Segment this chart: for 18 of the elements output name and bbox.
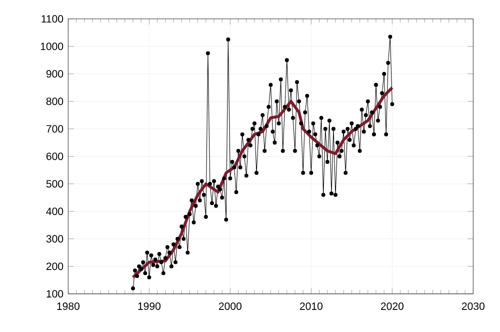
y-tick-label: 400 (46, 208, 64, 216)
y-tick-label: 200 (46, 262, 64, 270)
y-tick-label: 300 (46, 235, 64, 243)
y-tick-label: 700 (46, 125, 64, 133)
x-tick-label: 2020 (381, 302, 404, 310)
y-tick-label: 900 (46, 70, 64, 78)
x-tick-label: 1990 (138, 302, 161, 310)
x-tick-label: 2010 (300, 302, 323, 310)
x-tick-label: 2000 (218, 302, 242, 310)
y-tick-label: 600 (46, 152, 64, 160)
line-series (132, 86, 394, 279)
x-tick-label: 2030 (462, 302, 485, 310)
y-tick-label: 100 (46, 290, 64, 298)
y-tick-label: 1100 (42, 15, 64, 23)
y-tick-label: 800 (46, 98, 64, 106)
y-tick-label: 1000 (40, 42, 64, 50)
y-tick-label: 500 (46, 180, 64, 188)
x-tick-label: 1980 (57, 302, 80, 310)
